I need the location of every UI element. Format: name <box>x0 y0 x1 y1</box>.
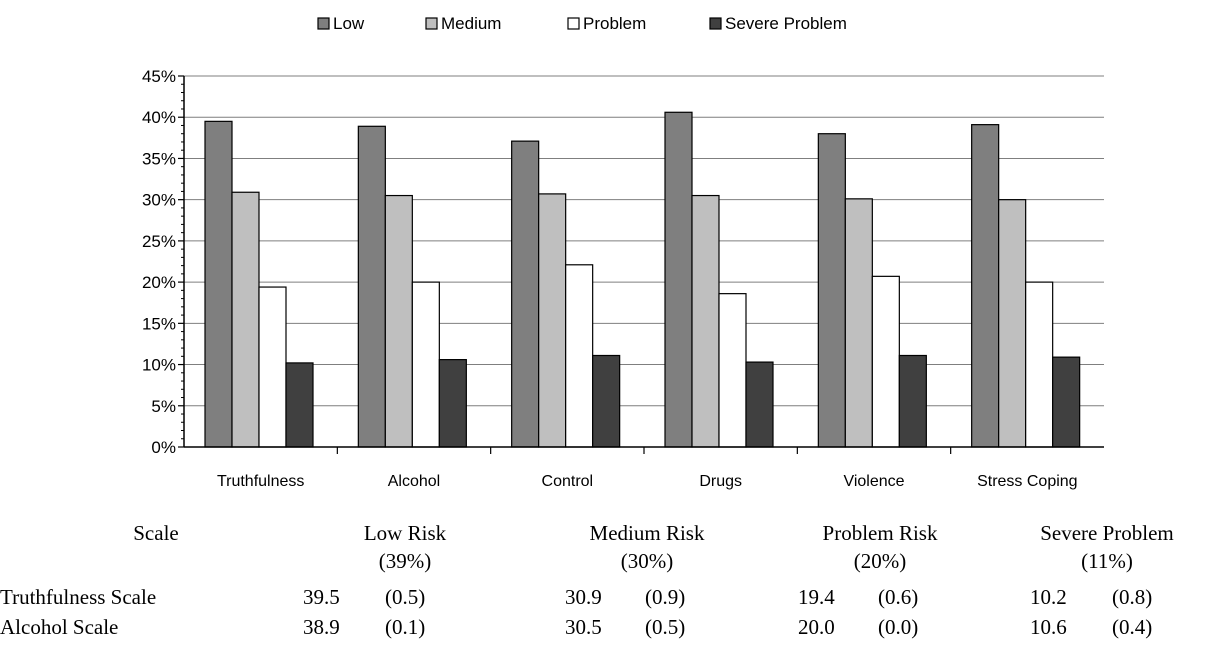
y-tick-label: 0% <box>151 438 176 457</box>
y-tick-label: 15% <box>142 314 176 333</box>
table-cell-value: 10.6 <box>1030 615 1067 639</box>
y-axis-ticks: 0% 5% 10% 15% 20% 25% 30% 35% 40% 45% <box>142 67 184 457</box>
summary-table: Scale Low Risk (39%) Medium Risk (30%) Proble… <box>0 521 1174 639</box>
bar-low <box>664 111 693 448</box>
legend-label: Medium <box>441 14 501 33</box>
table-cell-value: 20.0 <box>798 615 835 639</box>
bar-problem <box>565 264 594 448</box>
bar-low <box>204 120 233 448</box>
bar-severe-problem <box>285 362 314 448</box>
table-cell-value: 30.9 <box>565 585 602 609</box>
bar-severe-problem <box>592 354 621 448</box>
bar-problem <box>258 286 287 448</box>
y-tick-label: 45% <box>142 67 176 86</box>
bar-medium <box>231 191 260 448</box>
chart-axes <box>183 76 1104 448</box>
table-header: Problem Risk <box>823 521 938 545</box>
table-cell-stderr: (0.5) <box>645 615 685 639</box>
legend-swatch-low <box>317 17 330 30</box>
legend-label: Low <box>333 14 365 33</box>
table-cell-value: 10.2 <box>1030 585 1067 609</box>
table-cell-stderr: (0.0) <box>878 615 918 639</box>
y-tick-label: 20% <box>142 273 176 292</box>
x-category-label: Drugs <box>699 473 742 490</box>
chart-bars <box>204 111 1081 448</box>
table-row-label: Alcohol Scale <box>0 615 118 639</box>
x-category-label: Alcohol <box>388 473 440 490</box>
bar-problem <box>1025 281 1054 448</box>
table-header-subtext: (39%) <box>379 549 431 573</box>
x-category-label: Violence <box>843 473 904 490</box>
chart-gridlines <box>184 75 1104 407</box>
x-category-label: Control <box>542 473 594 490</box>
bar-severe-problem <box>745 361 774 448</box>
table-header-subtext: (30%) <box>621 549 673 573</box>
table-cell-value: 39.5 <box>303 585 340 609</box>
bar-problem <box>871 275 900 448</box>
y-tick-label: 35% <box>142 149 176 168</box>
bar-medium <box>691 194 720 448</box>
table-cell-value: 38.9 <box>303 615 340 639</box>
table-cell-value: 19.4 <box>798 585 835 609</box>
bar-low <box>971 124 1000 448</box>
bar-medium <box>844 198 873 448</box>
table-cell-value: 30.5 <box>565 615 602 639</box>
legend-swatch-problem <box>567 17 580 30</box>
y-tick-label: 5% <box>151 397 176 416</box>
bar-severe-problem <box>1052 356 1081 448</box>
bar-problem <box>411 281 440 448</box>
x-axis-categories: Truthfulness Alcohol Control Drugs Violence S… <box>217 447 1078 490</box>
legend-swatch-medium <box>425 17 438 30</box>
table-cell-stderr: (0.1) <box>385 615 425 639</box>
legend-label: Problem <box>583 14 646 33</box>
bar-low <box>357 125 386 448</box>
y-tick-label: 25% <box>142 232 176 251</box>
x-category-label: Stress Coping <box>977 473 1078 490</box>
table-cell-stderr: (0.4) <box>1112 615 1152 639</box>
table-cell-stderr: (0.6) <box>878 585 918 609</box>
table-header-subtext: (20%) <box>854 549 906 573</box>
table-header-subtext: (11%) <box>1081 549 1133 573</box>
table-cell-stderr: (0.8) <box>1112 585 1152 609</box>
bar-low <box>511 140 540 448</box>
chart-legend: Low Medium Problem Severe Problem <box>317 14 847 33</box>
table-row-label: Truthfulness Scale <box>0 585 156 609</box>
legend-swatch-severe-problem <box>709 17 722 30</box>
bar-severe-problem <box>898 354 927 448</box>
bar-medium <box>998 199 1027 448</box>
table-cell-stderr: (0.9) <box>645 585 685 609</box>
y-tick-label: 10% <box>142 356 176 375</box>
bar-medium <box>384 194 413 448</box>
table-header: Medium Risk <box>590 521 705 545</box>
table-header: Scale <box>133 521 178 545</box>
y-tick-label: 40% <box>142 108 176 127</box>
y-tick-label: 30% <box>142 191 176 210</box>
table-header: Severe Problem <box>1040 521 1174 545</box>
bar-low <box>817 133 846 448</box>
x-category-label: Truthfulness <box>217 473 304 490</box>
table-cell-stderr: (0.5) <box>385 585 425 609</box>
bar-severe-problem <box>438 359 467 448</box>
legend-label: Severe Problem <box>725 14 847 33</box>
bar-problem <box>718 293 747 448</box>
table-header: Low Risk <box>364 521 447 545</box>
bar-medium <box>538 193 567 448</box>
